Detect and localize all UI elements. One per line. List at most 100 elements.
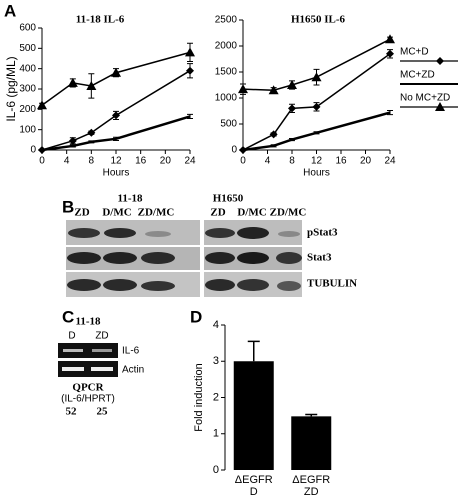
error-bar: [113, 136, 119, 141]
series-line: [242, 111, 391, 152]
lane-label: ZD/MC: [138, 207, 175, 219]
blot-group: 11-18: [117, 193, 143, 205]
y-tick-label: 0: [30, 145, 36, 156]
point: [269, 130, 278, 139]
x-tick-label: 12: [110, 156, 122, 167]
x-axis-label: Hours: [303, 168, 330, 179]
blot-image: [66, 220, 302, 297]
method: QPCR: [72, 382, 104, 394]
error-bar: [88, 140, 95, 144]
y-tick-label: 200: [19, 104, 36, 115]
x-tick-label: 4: [64, 156, 70, 167]
point: [112, 111, 120, 120]
legend-label: MC+D: [400, 47, 429, 58]
y-axis-label: Fold induction: [193, 363, 205, 432]
x-tick-label: ΔEGFR D: [234, 474, 273, 498]
error-bar: [270, 144, 277, 148]
bar: [291, 416, 332, 470]
y-tick-label: 1500: [215, 67, 238, 78]
chart-title: 11-18 IL-6: [76, 14, 125, 26]
x-tick-label: 24: [184, 156, 196, 167]
y-tick-label: 600: [19, 23, 36, 34]
bar: [233, 361, 274, 470]
series-line: [41, 115, 191, 152]
x-tick-label: 0: [240, 156, 246, 167]
panel-letter: C: [62, 307, 74, 326]
point: [67, 77, 78, 87]
x-tick-label: 20: [360, 156, 372, 167]
lane-label: ZD/MC: [270, 207, 307, 219]
x-tick-label: 8: [89, 156, 95, 167]
point: [287, 80, 297, 89]
blot-group: H1650: [213, 193, 244, 205]
y-tick-label: 4: [213, 319, 219, 331]
panel-letter: D: [190, 307, 202, 326]
point: [68, 136, 77, 145]
point: [386, 49, 394, 58]
x-tick-label: ΔEGFR ZD: [292, 474, 331, 498]
y-tick-label: 0: [213, 464, 219, 476]
legend-marker: [436, 57, 444, 65]
row-label: Stat3: [307, 252, 332, 264]
y-tick-label: 100: [19, 124, 36, 135]
y-tick-label: 300: [19, 84, 36, 95]
lane-label: D/MC: [102, 207, 131, 219]
lane-label: ZD: [95, 331, 108, 342]
y-tick-label: 2: [213, 391, 219, 403]
x-tick-label: 4: [265, 156, 271, 167]
error-bar: [305, 413, 318, 417]
point: [86, 80, 97, 90]
y-tick-label: 500: [220, 119, 237, 130]
row-label: Actin: [122, 365, 144, 376]
legend-label: MC+ZD: [400, 70, 435, 81]
point: [385, 34, 395, 44]
error-bar: [187, 113, 193, 119]
y-tick-label: 1: [213, 428, 219, 440]
legend-marker: [435, 102, 445, 111]
point: [185, 47, 195, 57]
point: [238, 84, 248, 94]
x-tick-label: 8: [289, 156, 295, 167]
blot-title: 11-18: [75, 316, 101, 328]
qpcr-value: 52: [66, 406, 78, 418]
y-tick-label: 0: [231, 145, 237, 156]
x-tick-label: 16: [335, 156, 347, 167]
y-tick-label: 1000: [215, 93, 238, 104]
lane-label: D: [68, 331, 75, 342]
error-bar: [387, 109, 393, 116]
y-tick-label: 400: [19, 63, 36, 74]
row-label: TUBULIN: [307, 278, 357, 290]
error-bar: [289, 138, 295, 142]
x-tick-label: 0: [39, 156, 45, 167]
panel-letter: A: [4, 1, 16, 20]
lane-label: ZD: [74, 207, 89, 219]
qpcr-value: 25: [97, 406, 109, 418]
x-tick-label: 20: [160, 156, 172, 167]
row-label: IL-6: [122, 346, 140, 357]
point: [111, 67, 121, 77]
series-line: [41, 51, 191, 106]
y-tick-label: 2000: [215, 41, 238, 52]
y-tick-label: 2500: [215, 15, 238, 26]
gel-image: [58, 343, 118, 377]
point: [87, 128, 96, 137]
error-bar: [313, 131, 320, 135]
y-tick-label: 3: [213, 355, 219, 367]
point: [311, 72, 322, 82]
point: [268, 85, 279, 95]
x-tick-label: 24: [384, 156, 396, 167]
x-tick-label: 12: [311, 156, 323, 167]
point: [312, 102, 321, 111]
error-bar: [247, 340, 260, 362]
y-tick-label: 500: [19, 43, 36, 54]
lane-label: ZD: [210, 207, 225, 219]
x-axis-label: Hours: [103, 168, 130, 179]
ratio-label: (IL-6/HPRT): [61, 394, 115, 405]
point: [37, 100, 47, 110]
point: [288, 104, 296, 113]
lane-label: D/MC: [237, 207, 266, 219]
series-line: [242, 53, 391, 151]
point: [186, 66, 194, 75]
row-label: pStat3: [307, 227, 338, 239]
